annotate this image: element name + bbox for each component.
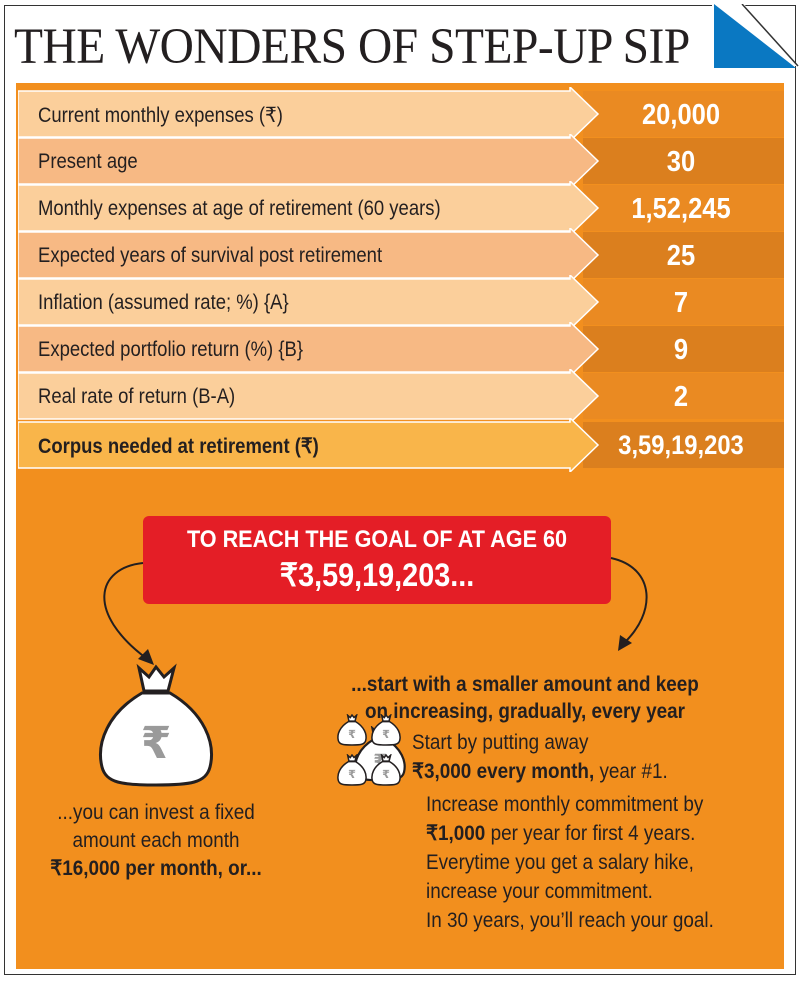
step-3-line-2: increase your commitment.: [426, 880, 653, 903]
value-cell: [583, 185, 784, 231]
row-label: Present age: [38, 150, 138, 173]
row-label: Monthly expenses at age of retirement (6…: [38, 197, 441, 220]
value-cell: [583, 326, 784, 372]
row-label: Real rate of return (B-A): [38, 385, 236, 408]
step-3-line-1: Everytime you get a salary hike,: [426, 851, 694, 874]
label-arrow: [18, 322, 608, 376]
table-row: Monthly expenses at age of retirement (6…: [18, 181, 784, 235]
row-value: 20,000: [641, 99, 721, 131]
row-value: 30: [666, 146, 696, 178]
svg-text:₹: ₹: [382, 768, 390, 781]
label-arrow: [18, 87, 608, 141]
row-label: Current monthly expenses (₹): [38, 104, 283, 127]
stepup-intro-line-1: ...start with a smaller amount and keep: [351, 673, 699, 696]
step-1-rest: year #1.: [594, 760, 668, 783]
money-bag-small-icon: ₹: [337, 754, 367, 786]
fixed-sip-line-1: ...you can invest a fixed: [57, 801, 255, 824]
step-1-line-1: Start by putting away: [412, 731, 589, 754]
row-value: 9: [673, 334, 689, 366]
row-value: 1,52,245: [631, 193, 731, 225]
fixed-sip-line-2: amount each month: [72, 829, 240, 852]
step-1-text: Start by putting away ₹3,000 every month…: [412, 728, 668, 786]
goal-amount: ₹3,59,19,203...: [279, 557, 475, 593]
goal-line-1: TO REACH THE GOAL OF AT AGE 60: [186, 526, 568, 553]
value-cell: [583, 373, 784, 419]
svg-text:₹: ₹: [382, 728, 390, 741]
svg-text:₹: ₹: [348, 768, 356, 781]
label-arrow: [18, 134, 608, 188]
svg-text:₹: ₹: [348, 728, 356, 741]
stepup-intro-line-2: on increasing, gradually, every year: [364, 700, 686, 723]
table-row: Current monthly expenses (₹) 20,000: [18, 87, 784, 141]
label-arrow: [18, 228, 608, 282]
row-label: Inflation (assumed rate; %) {A}: [38, 291, 289, 314]
step-2-rest: per year for first 4 years.: [485, 822, 696, 845]
value-cell: [583, 138, 784, 184]
row-label: Expected portfolio return (%) {B}: [38, 338, 304, 361]
goal-banner: TO REACH THE GOAL OF AT AGE 60 ₹3,59,19,…: [143, 516, 611, 604]
table-row: Present age 30: [18, 134, 784, 188]
money-bag-small-icon: ₹: [371, 714, 401, 746]
value-cell: [583, 232, 784, 278]
label-arrow: [18, 181, 608, 235]
row-value: 2: [673, 381, 689, 413]
step-2-amount: ₹1,000: [426, 822, 486, 845]
money-bag-icon: ₹: [99, 663, 213, 787]
row-value: 3,59,19,203: [618, 430, 744, 460]
stepup-intro: ...start with a smaller amount and keep …: [336, 671, 714, 725]
step-4-text: In 30 years, you’ll reach your goal.: [426, 909, 714, 932]
svg-text:₹: ₹: [141, 718, 172, 769]
row-value: 7: [673, 287, 689, 319]
label-arrow: [18, 369, 608, 423]
step-2-text: Increase monthly commitment by ₹1,000 pe…: [426, 790, 714, 935]
label-arrow: [18, 418, 608, 472]
step-1-amount: ₹3,000 every month,: [412, 760, 595, 783]
folded-corner: [712, 4, 799, 68]
row-value: 25: [666, 240, 696, 272]
money-bag-small-icon: ₹: [337, 714, 367, 746]
value-cell: [583, 422, 784, 468]
money-bag-small-icon: ₹: [371, 754, 401, 786]
value-cell: [583, 91, 784, 137]
step-2-line-1: Increase monthly commitment by: [426, 793, 704, 816]
fixed-sip-amount: ₹16,000 per month, or...: [50, 857, 262, 880]
value-cell: [583, 279, 784, 325]
row-label: Expected years of survival post retireme…: [38, 244, 383, 267]
table-row: Expected years of survival post retireme…: [18, 228, 784, 282]
row-label: Corpus needed at retirement (₹): [38, 435, 319, 458]
label-arrow: [18, 275, 608, 329]
calculation-panel: Current monthly expenses (₹) 20,000 Pres…: [16, 83, 784, 969]
table-row: Corpus needed at retirement (₹) 3,59,19,…: [18, 418, 784, 472]
flow-arrows: [103, 557, 648, 665]
table-row: Real rate of return (B-A) 2: [18, 369, 784, 423]
fixed-sip-text: ...you can invest a fixed amount each mo…: [48, 799, 264, 883]
page-title: THE WONDERS OF STEP-UP SIP: [14, 19, 690, 75]
table-row: Expected portfolio return (%) {B} 9: [18, 322, 784, 376]
table-row: Inflation (assumed rate; %) {A} 7: [18, 275, 784, 329]
